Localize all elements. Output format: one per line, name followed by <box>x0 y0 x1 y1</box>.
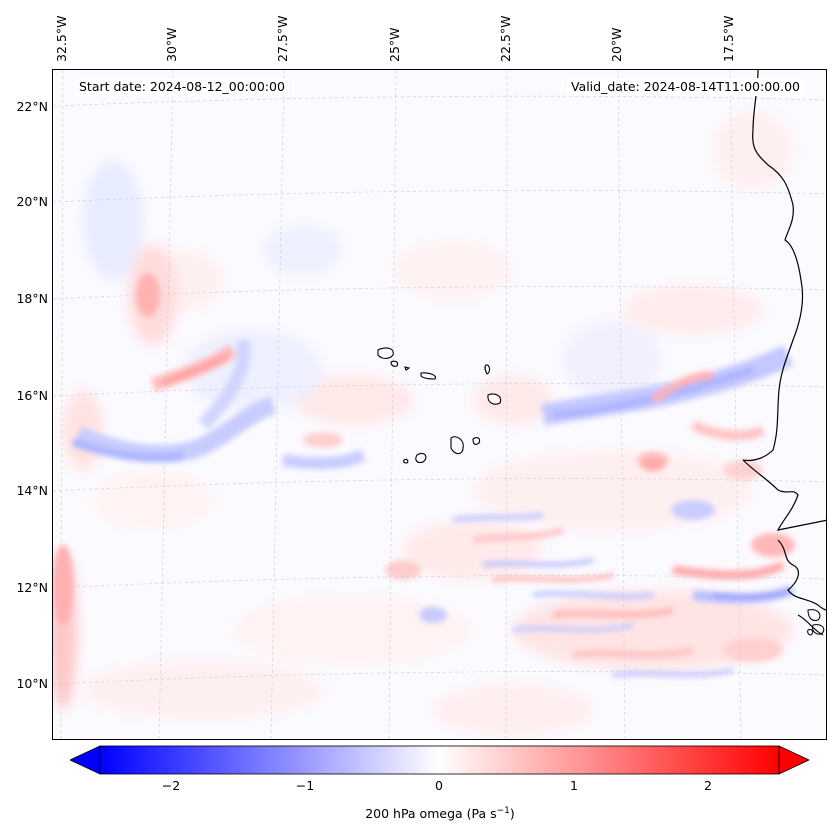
graticule <box>53 70 826 739</box>
colorbar-tick-label: 1 <box>570 778 578 793</box>
colorbar-label: 200 hPa omega (Pa s−1) <box>365 806 515 822</box>
lat-label-18n: 18°N <box>16 291 48 306</box>
lat-label-20n: 20°N <box>16 194 48 209</box>
colorbar-tick-label: −2 <box>161 778 181 793</box>
lat-label-16n: 16°N <box>16 388 48 403</box>
lat-label-10n: 10°N <box>16 676 48 691</box>
cape-verde-islands <box>377 347 502 464</box>
colorbar-tick-label: 2 <box>704 778 712 793</box>
colorbar-tick-label: 0 <box>435 778 443 793</box>
start-date-label: Start date: 2024-08-12_00:00:00 <box>75 78 289 96</box>
lat-label-14n: 14°N <box>16 483 48 498</box>
lat-label-12n: 12°N <box>16 580 48 595</box>
colorbar-max-extend <box>778 745 810 775</box>
colorbar <box>70 745 810 775</box>
field-sharp-features <box>53 273 795 678</box>
valid-date-label: Valid_date: 2024-08-14T11:00:00.00 <box>566 78 804 96</box>
omega-field-map <box>53 70 826 739</box>
colorbar-tick-label: −1 <box>295 778 315 793</box>
lat-label-22n: 22°N <box>16 99 48 114</box>
map-panel <box>52 69 827 740</box>
colorbar-min-extend <box>70 745 101 775</box>
colorbar-gradient <box>99 745 780 775</box>
coast-islands-east <box>807 609 825 636</box>
